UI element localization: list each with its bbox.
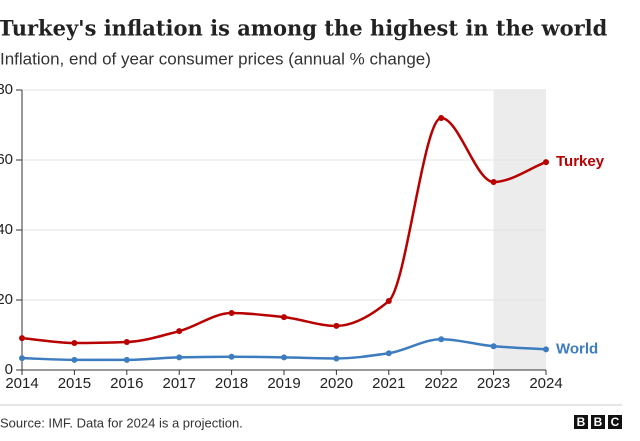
chart-title: Turkey's inflation is among the highest … bbox=[0, 16, 608, 41]
logo-letter: B bbox=[594, 415, 603, 429]
y-tick-label: 0 bbox=[5, 361, 13, 378]
chart-subtitle: Inflation, end of year consumer prices (… bbox=[0, 49, 431, 68]
series-label: World bbox=[556, 340, 598, 357]
source: Source: IMF. Data for 2024 is a projecti… bbox=[0, 415, 243, 430]
point bbox=[333, 322, 340, 329]
y-tick-label: 80 bbox=[0, 81, 13, 98]
x-tick-label: 2016 bbox=[110, 375, 143, 392]
point bbox=[385, 298, 392, 305]
x-tick-label: 2015 bbox=[58, 375, 91, 392]
logo: B B C bbox=[574, 415, 622, 429]
series-line bbox=[21, 116, 547, 345]
logo-letter: C bbox=[611, 415, 620, 429]
point bbox=[543, 159, 549, 166]
point bbox=[228, 309, 235, 316]
point bbox=[176, 328, 183, 335]
x-tick-label: 2024 bbox=[529, 375, 562, 392]
series-label: Turkey bbox=[556, 153, 605, 170]
y-tick-label: 60 bbox=[0, 151, 13, 168]
point bbox=[543, 346, 549, 353]
x-tick-label: 2018 bbox=[215, 375, 248, 392]
point bbox=[438, 336, 445, 343]
logo-box bbox=[591, 415, 605, 429]
point bbox=[385, 350, 392, 357]
point bbox=[438, 115, 445, 121]
logo-letter: B bbox=[577, 415, 586, 429]
point bbox=[123, 339, 130, 345]
point bbox=[490, 179, 497, 186]
point bbox=[228, 353, 235, 360]
point bbox=[123, 356, 130, 363]
y-tick-label: 20 bbox=[0, 291, 13, 308]
x-tick-label: 2019 bbox=[267, 375, 300, 392]
x-tick-label: 2014 bbox=[5, 375, 38, 392]
point bbox=[176, 354, 183, 361]
x-tick-label: 2020 bbox=[320, 375, 353, 392]
x-tick-label: 2017 bbox=[163, 375, 196, 392]
y-tick-label: 40 bbox=[0, 221, 13, 238]
point bbox=[19, 335, 25, 342]
logo-box bbox=[574, 415, 588, 429]
point bbox=[19, 355, 25, 362]
logo-box bbox=[608, 415, 622, 429]
point bbox=[281, 354, 287, 361]
x-tick-label: 2023 bbox=[477, 375, 510, 392]
point bbox=[71, 340, 78, 347]
point bbox=[281, 314, 287, 321]
point bbox=[333, 355, 340, 362]
point bbox=[71, 356, 78, 363]
point bbox=[490, 343, 497, 350]
x-tick-label: 2021 bbox=[372, 375, 405, 392]
x-tick-label: 2022 bbox=[425, 375, 458, 392]
